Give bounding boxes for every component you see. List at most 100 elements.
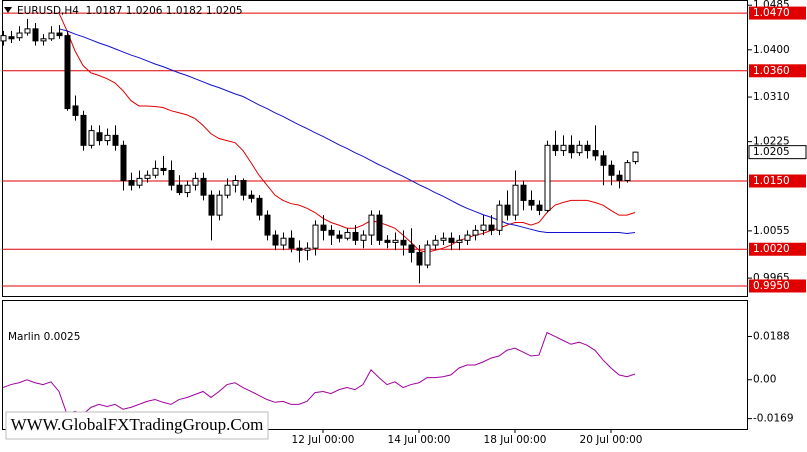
- candle-body: [616, 174, 623, 181]
- candle-body: [480, 224, 487, 231]
- candle-body: [112, 134, 119, 146]
- candle-body: [328, 229, 335, 236]
- candle-body: [48, 32, 55, 40]
- candle-body: [40, 38, 47, 42]
- candle-body: [352, 231, 359, 241]
- candle-body: [408, 244, 415, 253]
- candle-body: [440, 237, 447, 241]
- y-tick-label: 1.0055: [753, 225, 790, 237]
- level-label-box: [749, 64, 806, 78]
- candle-body: [32, 28, 39, 42]
- candle-body: [544, 144, 551, 211]
- candle-body: [16, 32, 23, 39]
- candle-body: [64, 35, 71, 110]
- candle-body: [528, 199, 535, 206]
- y-tick-label: 1.0400: [753, 44, 790, 56]
- level-label: 1.0150: [753, 175, 790, 187]
- level-label: 1.0020: [753, 243, 790, 255]
- candle-body: [128, 179, 135, 186]
- collapse-triangle: [4, 7, 12, 13]
- y-tick-label: -0.0169: [753, 413, 794, 425]
- moving-average: [58, 28, 636, 235]
- level-label-box: [749, 174, 806, 188]
- candle-body: [280, 237, 287, 246]
- candle-body: [80, 114, 87, 146]
- candle-body: [208, 194, 215, 216]
- y-tick-label: 1.0225: [753, 136, 790, 148]
- candle-body: [288, 237, 295, 249]
- x-tick-label: 20 Jul 00:00: [580, 434, 643, 446]
- candle-body: [152, 167, 159, 176]
- y-tick-label: 1.0485: [753, 0, 790, 11]
- candle-body: [384, 239, 391, 243]
- candle-body: [24, 28, 31, 34]
- candle-body: [536, 204, 543, 211]
- candle-body: [192, 177, 199, 186]
- candle-body: [224, 184, 231, 196]
- candle-body: [248, 194, 255, 199]
- candle-body: [336, 234, 343, 239]
- indicator-line: [2, 331, 636, 415]
- candle-body: [416, 251, 423, 266]
- candle-body: [496, 204, 503, 231]
- candle-body: [560, 144, 567, 152]
- watermark-group: WWW.GlobalFXTradingGroup.Com: [5, 411, 269, 440]
- candle-body: [400, 239, 407, 246]
- candle-body: [176, 184, 183, 194]
- candle-body: [104, 134, 111, 142]
- candle-body: [304, 247, 311, 251]
- x-tick-label: 12 Jul 00:00: [292, 434, 355, 446]
- level-label-box: [749, 6, 806, 20]
- candle-body: [216, 194, 223, 216]
- candle-body: [584, 144, 591, 152]
- candle-body: [184, 184, 191, 194]
- candle-body: [368, 214, 375, 236]
- candle-body: [136, 177, 143, 186]
- candle-body: [608, 164, 615, 176]
- candle-body: [320, 224, 327, 231]
- candle-body: [344, 231, 351, 239]
- watermark-box: [5, 411, 269, 440]
- candle-body: [56, 32, 63, 37]
- candle-body: [232, 179, 239, 186]
- candle-body: [376, 214, 383, 241]
- y-tick-label: 1.0310: [753, 91, 790, 103]
- level-label: 0.9950: [753, 280, 790, 292]
- candle-body: [272, 234, 279, 246]
- last-price-box: [748, 145, 807, 160]
- candle-body: [632, 151, 639, 163]
- indicator-title: Marlin 0.0025: [8, 331, 80, 343]
- candle-body: [456, 239, 463, 243]
- level-label-box: [749, 279, 806, 293]
- candle-body: [504, 204, 511, 216]
- x-tick-label: 18 Jul 00:00: [484, 434, 547, 446]
- level-label: 1.0360: [753, 65, 790, 77]
- candle-body: [160, 167, 167, 172]
- candle-body: [392, 239, 399, 243]
- price-panel: [2, 0, 748, 297]
- y-tick-label: 0.00: [753, 374, 776, 386]
- level-label: 1.0470: [753, 7, 790, 19]
- candle-body: [432, 239, 439, 246]
- x-tick-label: 14 Jul 00:00: [388, 434, 451, 446]
- candle-body: [144, 174, 151, 179]
- candle-body: [360, 234, 367, 241]
- candle-body: [568, 144, 575, 154]
- candle-body: [624, 162, 631, 181]
- chart-title: EURUSD,H4 1.0187 1.0206 1.0182 1.0205: [17, 5, 243, 17]
- candle-body: [552, 144, 559, 152]
- candle-body: [8, 36, 15, 40]
- last-price-label: 1.0205: [753, 146, 790, 158]
- candle-body: [96, 132, 103, 142]
- candle-body: [520, 184, 527, 201]
- candle-body: [600, 155, 607, 166]
- candle-body: [488, 224, 495, 231]
- candle-body: [88, 130, 95, 146]
- candle-body: [296, 247, 303, 251]
- watermark: WWW.GlobalFXTradingGroup.Com: [11, 415, 264, 434]
- candle-body: [576, 144, 583, 154]
- candle-body: [200, 177, 207, 196]
